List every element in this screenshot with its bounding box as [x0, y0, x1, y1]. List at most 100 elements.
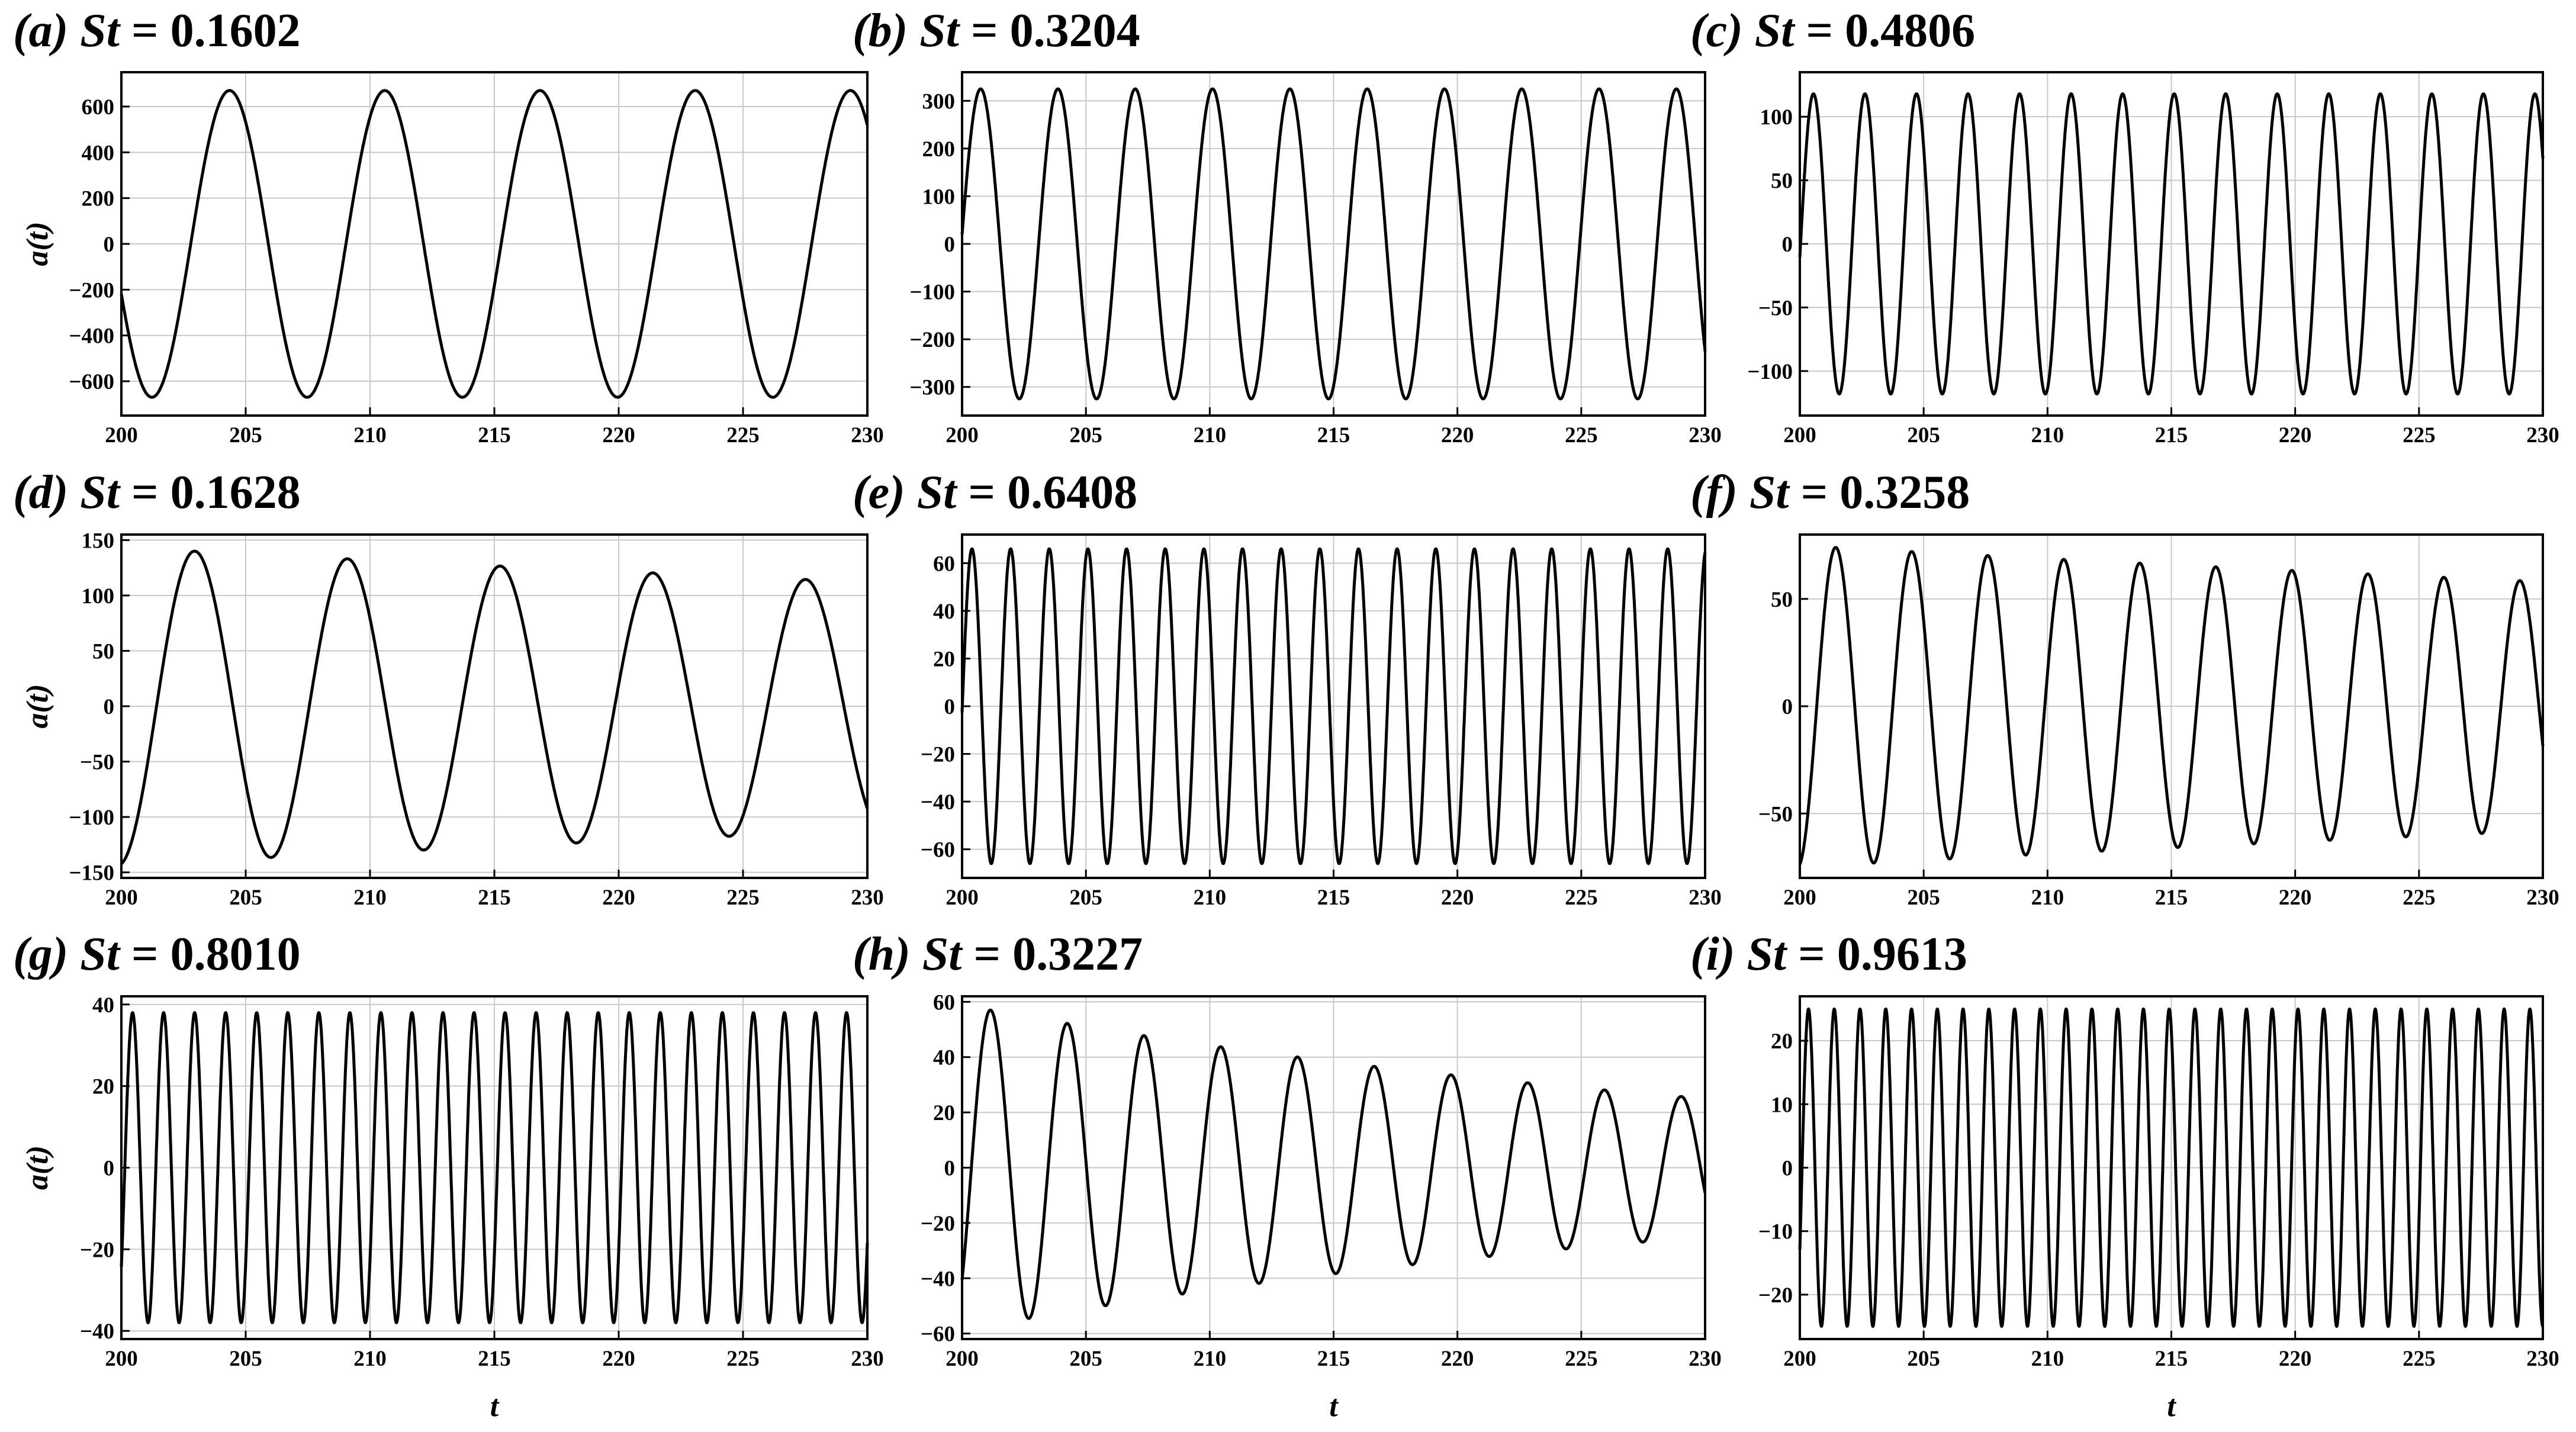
strouhal-value: = 0.8010: [120, 928, 301, 980]
strouhal-symbol: St: [1750, 466, 1790, 519]
x-tick-label: 230: [2526, 1347, 2559, 1371]
y-tick-label: 40: [933, 1046, 955, 1070]
y-tick-label: 200: [82, 187, 115, 211]
series-line: [1798, 546, 2545, 865]
x-tick-label: 230: [2526, 423, 2559, 448]
x-tick-label: 210: [1194, 423, 1227, 448]
y-tick-label: 0: [104, 1157, 115, 1181]
panel-title: (f) St = 0.3258: [1690, 466, 1970, 519]
x-tick-label: 210: [353, 886, 387, 910]
x-tick-label: 210: [2031, 1347, 2064, 1371]
x-tick-label: 220: [602, 886, 635, 910]
x-tick-label: 200: [105, 886, 138, 910]
panel-a: (a) St = 0.1602 200 205 210 215 220 225 230 −600…: [13, 5, 884, 448]
strouhal-value: = 0.6408: [957, 466, 1138, 519]
title-space: [68, 466, 80, 519]
strouhal-symbol: St: [80, 5, 121, 57]
title-space: [905, 466, 917, 519]
panel-label: (d): [13, 466, 68, 519]
x-tick-label: 215: [2155, 886, 2188, 910]
y-tick-label: −50: [80, 751, 114, 775]
strouhal-value: = 0.3227: [962, 928, 1143, 980]
x-tick-label: 210: [1194, 1347, 1227, 1371]
x-axis-label: t: [490, 1389, 500, 1423]
x-tick-label: 225: [2403, 1347, 2436, 1371]
strouhal-symbol: St: [917, 466, 958, 519]
x-tick-label: 200: [946, 886, 979, 910]
y-tick-label: 40: [933, 600, 955, 624]
y-tick-label: 400: [82, 141, 115, 165]
panel-title: (e) St = 0.6408: [853, 466, 1137, 519]
panel-c: (c) St = 0.4806 200 205 210 215 220 225 230 −100…: [1690, 5, 2559, 448]
panel-title: (a) St = 0.1602: [13, 5, 301, 57]
x-tick-label: 205: [1069, 1347, 1102, 1371]
x-tick-label: 210: [1194, 886, 1227, 910]
y-tick-label: 100: [82, 584, 115, 609]
y-tick-label: 100: [922, 185, 956, 209]
x-tick-label: 220: [1441, 423, 1474, 448]
panel-label: (f): [1690, 466, 1738, 519]
y-tick-label: −20: [921, 1212, 955, 1236]
x-tick-label: 230: [851, 1347, 884, 1371]
x-tick-label: 210: [353, 423, 387, 448]
panel-title: (c) St = 0.4806: [1690, 5, 1975, 57]
y-tick-label: 20: [933, 647, 955, 671]
y-tick-label: −100: [909, 281, 955, 305]
x-tick-label: 205: [229, 1347, 262, 1371]
y-tick-label: 0: [1782, 695, 1793, 719]
x-tick-label: 220: [2279, 423, 2312, 448]
title-space: [68, 928, 80, 980]
y-tick-label: 40: [92, 993, 114, 1018]
panel-label: (b): [853, 5, 908, 57]
strouhal-value: = 0.1628: [120, 466, 301, 519]
y-tick-label: −20: [1758, 1283, 1793, 1308]
series-line: [960, 547, 1707, 865]
x-tick-label: 230: [2526, 886, 2559, 910]
title-space: [1743, 5, 1755, 57]
panel-title: (g) St = 0.8010: [13, 928, 301, 980]
title-space: [1735, 928, 1747, 980]
x-tick-label: 225: [726, 1347, 760, 1371]
panel-d: (d) St = 0.1628 200 205 210 215 220 225 230 −150…: [13, 466, 884, 910]
x-tick-label: 215: [478, 423, 511, 448]
y-tick-label: −50: [1758, 802, 1793, 826]
series-line: [1798, 1007, 2544, 1328]
y-tick-label: 200: [922, 137, 956, 162]
panel-b: (b) St = 0.3204 200 205 210 215 220 225 230 −300…: [853, 5, 1722, 448]
panel-title: (b) St = 0.3204: [853, 5, 1140, 57]
series-line: [1798, 92, 2545, 395]
x-tick-label: 220: [1441, 1347, 1474, 1371]
x-tick-label: 230: [1689, 423, 1722, 448]
x-tick-label: 205: [1069, 423, 1102, 448]
strouhal-value: = 0.3204: [959, 5, 1140, 57]
x-tick-label: 200: [946, 1347, 979, 1371]
title-space: [911, 928, 922, 980]
y-tick-label: 50: [1771, 588, 1793, 612]
y-tick-label: 60: [933, 990, 955, 1015]
strouhal-symbol: St: [80, 928, 121, 980]
x-tick-label: 200: [1783, 1347, 1816, 1371]
x-tick-label: 200: [105, 1347, 138, 1371]
series-line: [120, 89, 869, 399]
strouhal-value: = 0.1602: [120, 5, 301, 57]
x-tick-label: 215: [478, 1347, 511, 1371]
x-tick-label: 220: [602, 1347, 635, 1371]
strouhal-symbol: St: [922, 928, 963, 980]
y-tick-label: −50: [1758, 296, 1793, 320]
panel-title: (i) St = 0.9613: [1690, 928, 1967, 980]
y-tick-label: −40: [80, 1320, 114, 1344]
y-tick-label: 20: [1771, 1029, 1793, 1054]
x-tick-label: 205: [229, 423, 262, 448]
strouhal-symbol: St: [80, 466, 121, 519]
y-tick-label: 0: [104, 695, 115, 719]
panel-label: (c): [1690, 5, 1743, 57]
panel-title: (d) St = 0.1628: [13, 466, 301, 519]
strouhal-value: = 0.9613: [1786, 928, 1967, 980]
y-tick-label: 100: [1760, 105, 1793, 130]
x-tick-label: 230: [1689, 1347, 1722, 1371]
y-tick-label: 0: [944, 695, 956, 719]
panel-f: (f) St = 0.3258 200 205 210 215 220 225 230 −50 0…: [1690, 466, 2559, 910]
x-tick-label: 205: [1069, 886, 1102, 910]
